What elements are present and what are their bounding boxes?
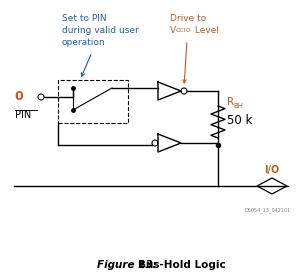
Text: Bus-Hold Logic: Bus-Hold Logic xyxy=(138,260,226,270)
Text: CCIO: CCIO xyxy=(176,28,192,33)
Text: BH: BH xyxy=(233,103,243,109)
Bar xyxy=(58,80,128,123)
Text: Drive to: Drive to xyxy=(170,14,206,23)
Text: DS054_13_042101: DS054_13_042101 xyxy=(245,207,291,213)
Text: 50 k: 50 k xyxy=(227,113,252,127)
Text: Level: Level xyxy=(192,26,219,35)
Text: V: V xyxy=(170,26,176,35)
Text: Set to PIN
during valid user
operation: Set to PIN during valid user operation xyxy=(62,14,139,47)
Text: R: R xyxy=(227,97,234,107)
Text: 0: 0 xyxy=(14,90,23,104)
Text: Figure 13:: Figure 13: xyxy=(97,260,157,270)
Text: PIN: PIN xyxy=(15,110,31,120)
Text: I/O: I/O xyxy=(264,165,280,175)
Polygon shape xyxy=(257,178,287,194)
